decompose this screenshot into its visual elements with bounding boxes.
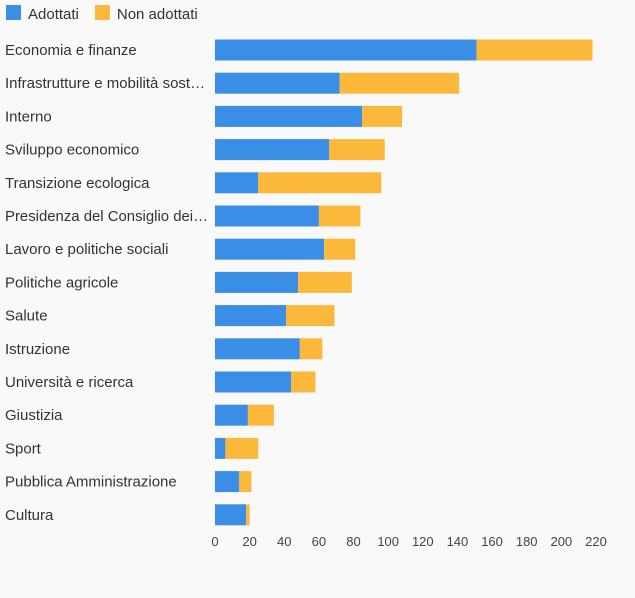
legend-label-adottati[interactable]: Adottati (28, 6, 79, 23)
bar-non-adottati[interactable] (258, 172, 382, 194)
bar-non-adottati[interactable] (476, 39, 593, 61)
bar-non-adottati[interactable] (324, 238, 356, 260)
bar-non-adottati[interactable] (225, 437, 259, 459)
category-label: Presidenza del Consiglio dei… (5, 208, 208, 225)
category-label: Interno (5, 108, 52, 125)
x-tick-label: 180 (516, 534, 538, 549)
x-tick-label: 100 (377, 534, 399, 549)
x-tick-label: 120 (412, 534, 434, 549)
bar-non-adottati[interactable] (246, 504, 250, 526)
bar-adottati[interactable] (215, 437, 226, 459)
category-label: Istruzione (5, 341, 70, 358)
bar-adottati[interactable] (215, 471, 240, 493)
category-label: Transizione ecologica (5, 175, 150, 192)
bar-non-adottati[interactable] (299, 338, 323, 360)
category-label: Salute (5, 308, 48, 325)
x-tick-label: 20 (242, 534, 256, 549)
bar-adottati[interactable] (215, 172, 259, 194)
bar-adottati[interactable] (215, 404, 248, 426)
x-tick-label: 220 (585, 534, 607, 549)
category-label: Sport (5, 440, 42, 457)
bar-adottati[interactable] (215, 238, 325, 260)
category-label: Università e ricerca (5, 374, 134, 391)
x-tick-label: 0 (211, 534, 218, 549)
bar-adottati[interactable] (215, 504, 247, 526)
category-label: Lavoro e politiche sociali (5, 241, 168, 258)
category-label: Politiche agricole (5, 274, 118, 291)
bar-adottati[interactable] (215, 139, 330, 161)
bar-non-adottati[interactable] (285, 305, 335, 327)
category-label: Infrastrutture e mobilità sost… (5, 75, 205, 92)
category-label: Economia e finanze (5, 42, 137, 59)
bar-adottati[interactable] (215, 371, 292, 393)
x-tick-label: 160 (481, 534, 503, 549)
bar-non-adottati[interactable] (291, 371, 316, 393)
x-tick-label: 40 (277, 534, 291, 549)
bar-non-adottati[interactable] (298, 271, 352, 293)
category-label: Sviluppo economico (5, 142, 139, 159)
bar-adottati[interactable] (215, 305, 286, 327)
x-tick-label: 80 (346, 534, 360, 549)
x-tick-label: 200 (550, 534, 572, 549)
bar-non-adottati[interactable] (362, 105, 403, 127)
legend-swatch-adottati[interactable] (6, 5, 21, 20)
bar-adottati[interactable] (215, 205, 319, 227)
x-tick-label: 60 (312, 534, 326, 549)
bar-non-adottati[interactable] (329, 139, 385, 161)
category-label: Pubblica Amministrazione (5, 474, 177, 491)
category-labels: Economia e finanze Infrastrutture e mobil… (5, 42, 208, 524)
legend-label-non-adottati[interactable]: Non adottati (117, 6, 198, 23)
bar-non-adottati[interactable] (318, 205, 361, 227)
bar-adottati[interactable] (215, 338, 300, 360)
chart-legend: Adottati Non adottati (6, 5, 198, 23)
category-label: Giustizia (5, 407, 63, 424)
bar-non-adottati[interactable] (339, 72, 460, 94)
bar-adottati[interactable] (215, 271, 299, 293)
bar-adottati[interactable] (215, 72, 340, 94)
bar-non-adottati[interactable] (247, 404, 274, 426)
bar-adottati[interactable] (215, 105, 363, 127)
bar-non-adottati[interactable] (239, 471, 252, 493)
bar-adottati[interactable] (215, 39, 477, 61)
x-tick-label: 140 (447, 534, 469, 549)
x-axis-ticks: 0 20 40 60 80 100 120 140 160 180 200 220 (211, 534, 606, 549)
legend-swatch-non-adottati[interactable] (94, 5, 110, 20)
bars (215, 39, 593, 526)
category-label: Cultura (5, 507, 54, 524)
